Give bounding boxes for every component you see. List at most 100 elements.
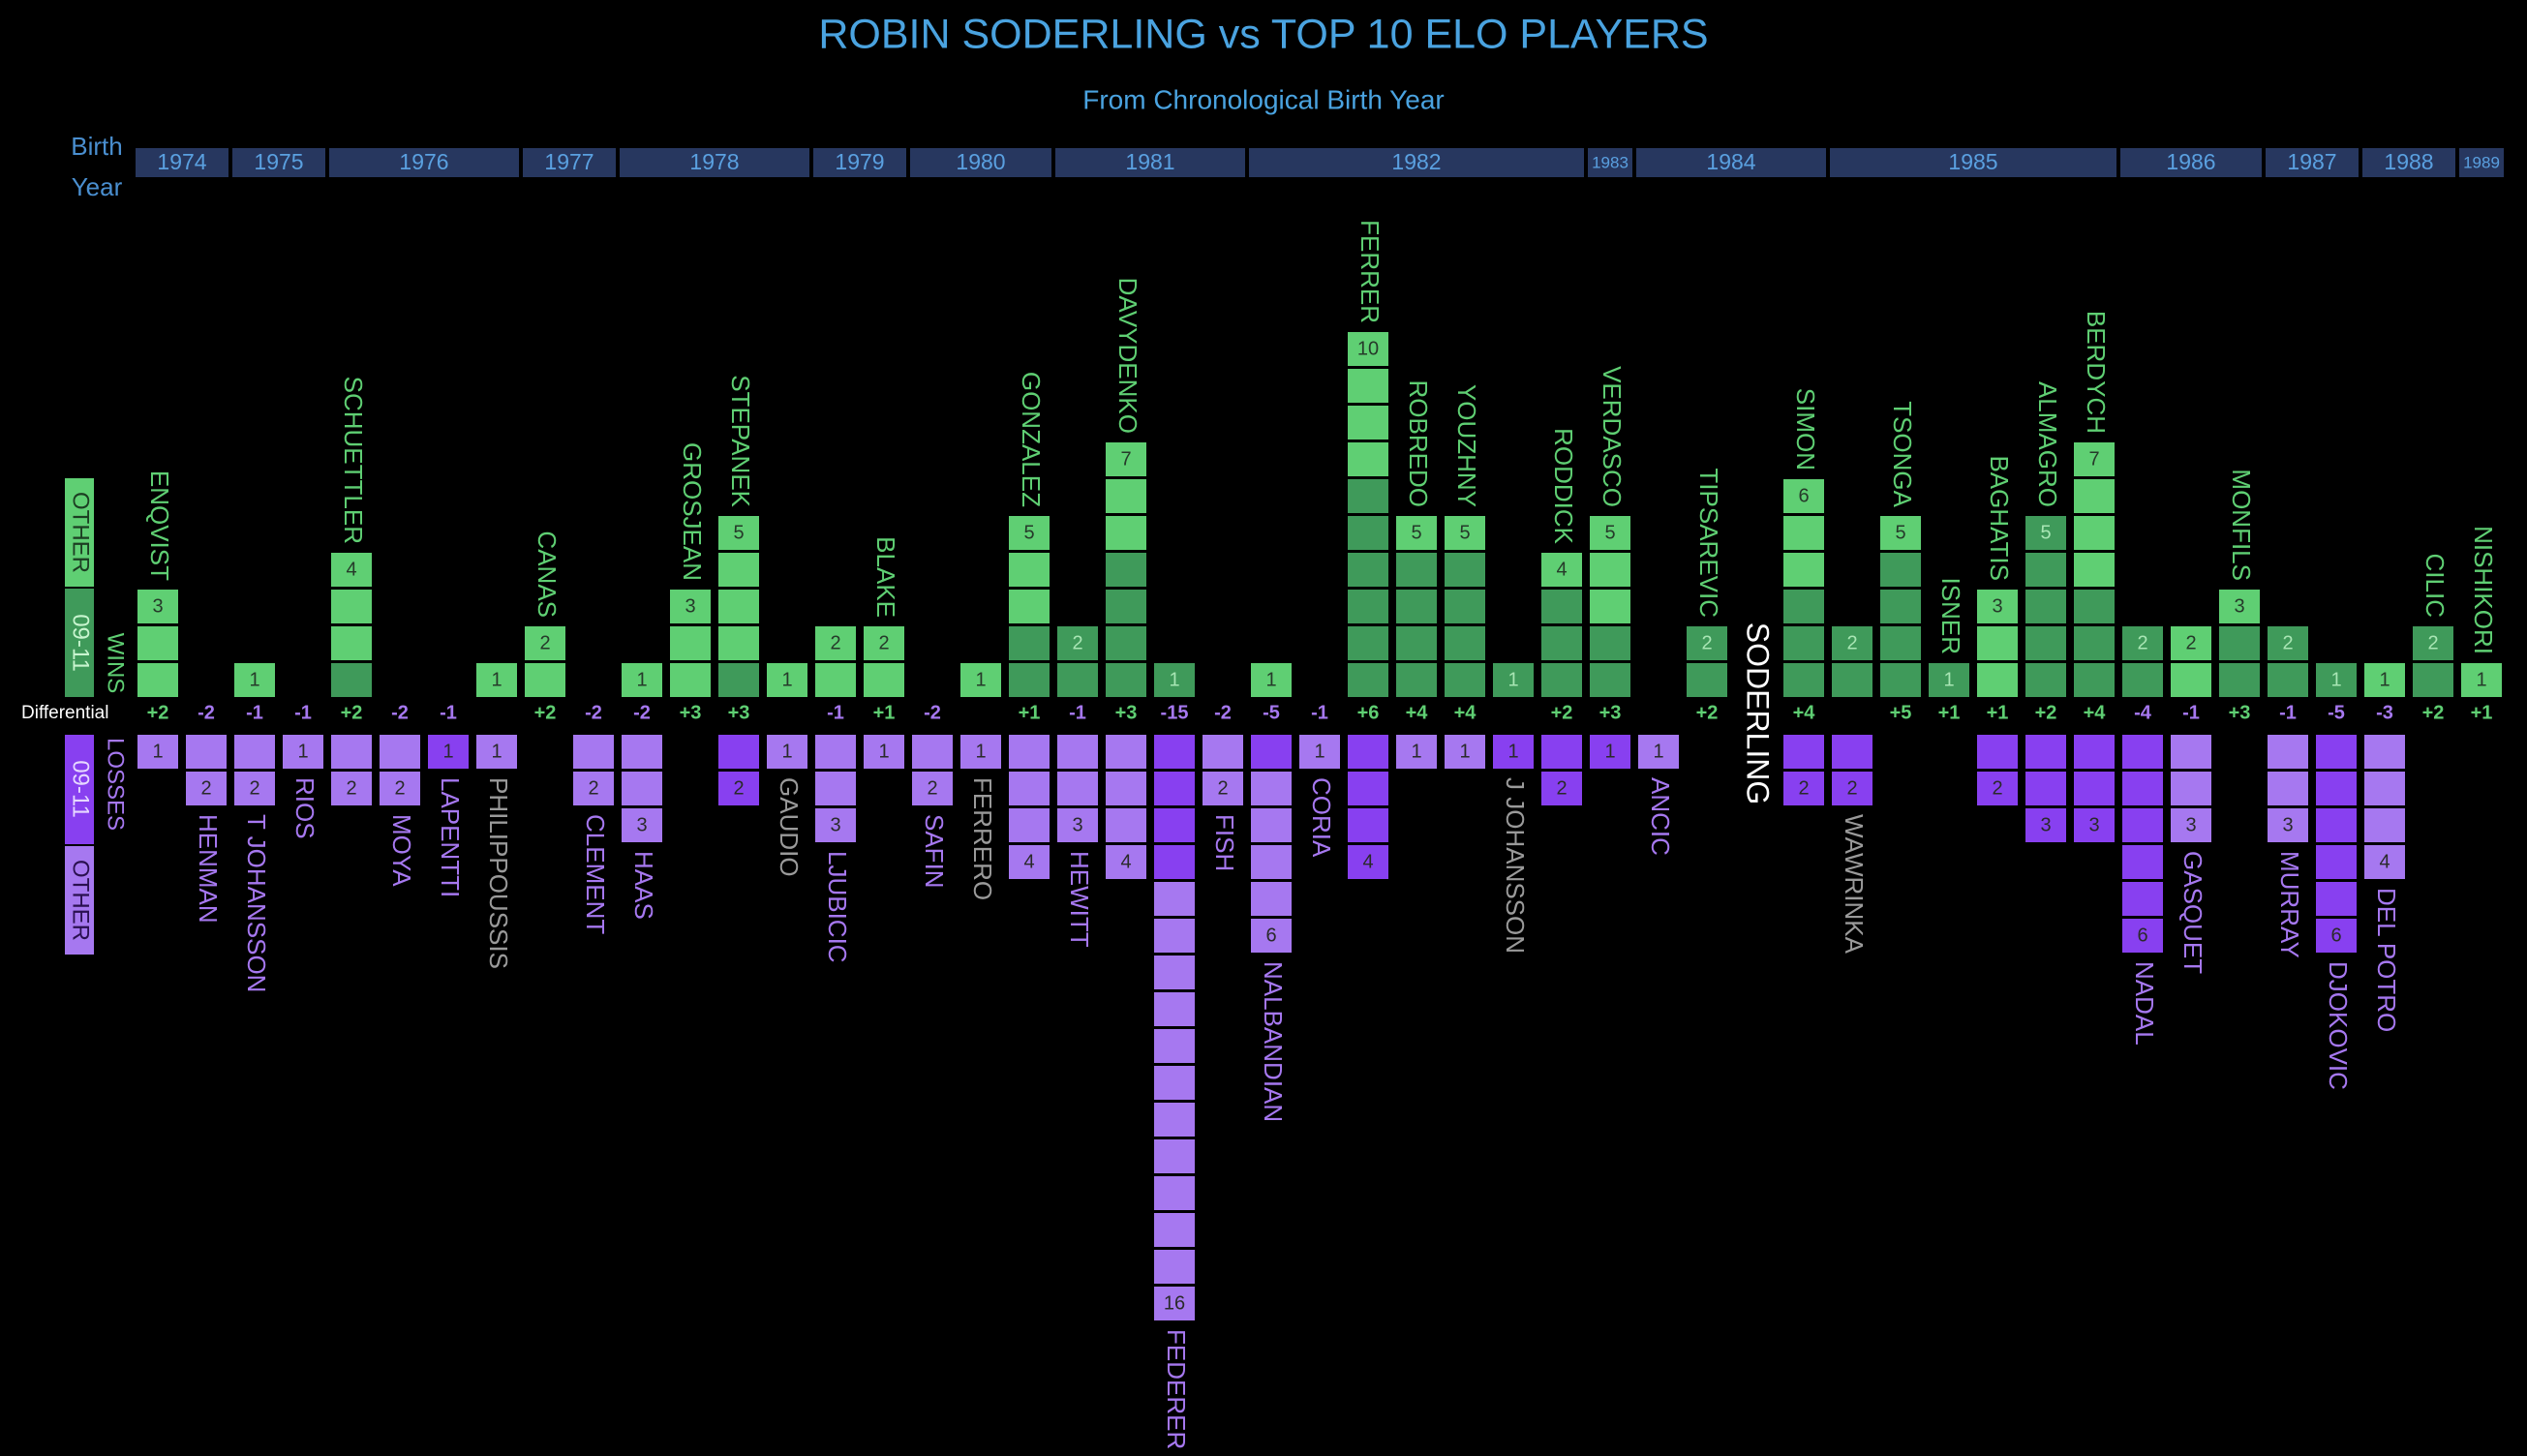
wins-bar (1977, 590, 2018, 697)
win-cell (1590, 516, 1630, 550)
loss-count: 1 (442, 741, 453, 762)
win-cell (670, 663, 711, 697)
win-cell (1977, 663, 2018, 697)
loss-cell (2122, 808, 2163, 842)
win-cell (1880, 553, 1921, 587)
wins-bar (476, 663, 517, 697)
win-count: 5 (1411, 522, 1421, 543)
player-label: FISH (1210, 814, 1239, 871)
wins-bar (718, 516, 759, 697)
losses-0911 (1832, 735, 1872, 805)
loss-cell (2025, 808, 2066, 842)
losses-0911 (428, 735, 469, 769)
year-label: 1986 (2166, 149, 2215, 174)
loss-cell (960, 735, 1001, 769)
year-label: 1979 (835, 149, 884, 174)
win-cell (2025, 516, 2066, 550)
loss-cell (2268, 735, 2308, 769)
win-cell (960, 663, 1001, 697)
differential: -1 (440, 702, 457, 723)
wins-bar (137, 590, 178, 697)
loss-cell (2122, 735, 2163, 769)
year-box (620, 148, 809, 177)
wins-bar (2074, 442, 2115, 697)
differential: +2 (147, 702, 169, 723)
losses-0911 (1783, 735, 1824, 805)
player-label: HAAS (629, 851, 658, 920)
wins-bar (622, 663, 662, 697)
loss-cell (1251, 735, 1292, 769)
year-box (232, 148, 325, 177)
loss-cell (1057, 735, 1098, 769)
wins-bar (1396, 516, 1437, 697)
year-label: 1978 (689, 149, 739, 174)
losses-bar (1057, 735, 1098, 842)
year-label: 1974 (157, 149, 206, 174)
loss-cell (1154, 882, 1195, 916)
win-cell (718, 663, 759, 697)
wins-bar (2316, 663, 2357, 697)
year-label: 1985 (1948, 149, 1997, 174)
win-cell (2171, 663, 2211, 697)
win-cell (2025, 553, 2066, 587)
wins-bar (1009, 516, 1050, 697)
year-label: 1983 (1592, 153, 1629, 171)
year-label: 1982 (1391, 149, 1441, 174)
wins-0911 (2219, 626, 2260, 697)
loss-cell (2316, 808, 2357, 842)
win-cell (718, 590, 759, 623)
legend-swatch (65, 478, 94, 587)
wins-0911 (1832, 626, 1872, 697)
loss-cell (1977, 772, 2018, 805)
loss-cell (1348, 735, 1388, 769)
differential: +6 (1357, 702, 1380, 723)
wins-bar (1929, 663, 1969, 697)
losses-bar (864, 735, 904, 769)
loss-cell (1203, 735, 1243, 769)
losses-bar (960, 735, 1001, 769)
losses-0911 (1251, 735, 1292, 769)
year-label: 1976 (399, 149, 448, 174)
win-cell (1832, 663, 1872, 697)
losses-bar (2122, 735, 2163, 953)
wins-bar (2461, 663, 2502, 697)
loss-cell (476, 735, 517, 769)
win-cell (2219, 663, 2260, 697)
loss-count: 6 (2137, 925, 2147, 946)
losses-bar (2025, 735, 2066, 842)
loss-cell (1106, 845, 1146, 879)
win-count: 5 (1459, 522, 1470, 543)
win-cell (1348, 663, 1388, 697)
win-count: 1 (2379, 669, 2390, 690)
wins-0911 (1396, 553, 1437, 697)
loss-count: 1 (1411, 741, 1421, 762)
loss-cell (573, 735, 614, 769)
win-count: 1 (491, 669, 502, 690)
loss-count: 1 (152, 741, 163, 762)
player-label: DJOKOVIC (2324, 961, 2353, 1090)
win-cell (1590, 553, 1630, 587)
player-label: FERRERO (968, 777, 997, 900)
win-cell (1541, 590, 1582, 623)
loss-count: 1 (1459, 741, 1470, 762)
win-cell (1590, 663, 1630, 697)
loss-cell (1154, 1213, 1195, 1247)
player-label: RIOS (290, 777, 320, 839)
differential: +1 (873, 702, 896, 723)
loss-cell (1493, 735, 1534, 769)
wins-0911 (1687, 626, 1727, 697)
wins-0911 (1541, 590, 1582, 697)
losses-0911 (2122, 735, 2163, 953)
win-count: 5 (1023, 522, 1034, 543)
win-count: 2 (2185, 632, 2196, 653)
loss-count: 1 (781, 741, 792, 762)
loss-cell (2074, 735, 2115, 769)
losses-bar (380, 735, 420, 805)
player-label: TIPSAREVIC (1694, 468, 1723, 618)
win-cell (1783, 663, 1824, 697)
player-label: NALBANDIAN (1259, 961, 1288, 1122)
player-label: HENMAN (194, 814, 223, 924)
win-cell (331, 553, 372, 587)
win-count: 2 (2137, 632, 2147, 653)
